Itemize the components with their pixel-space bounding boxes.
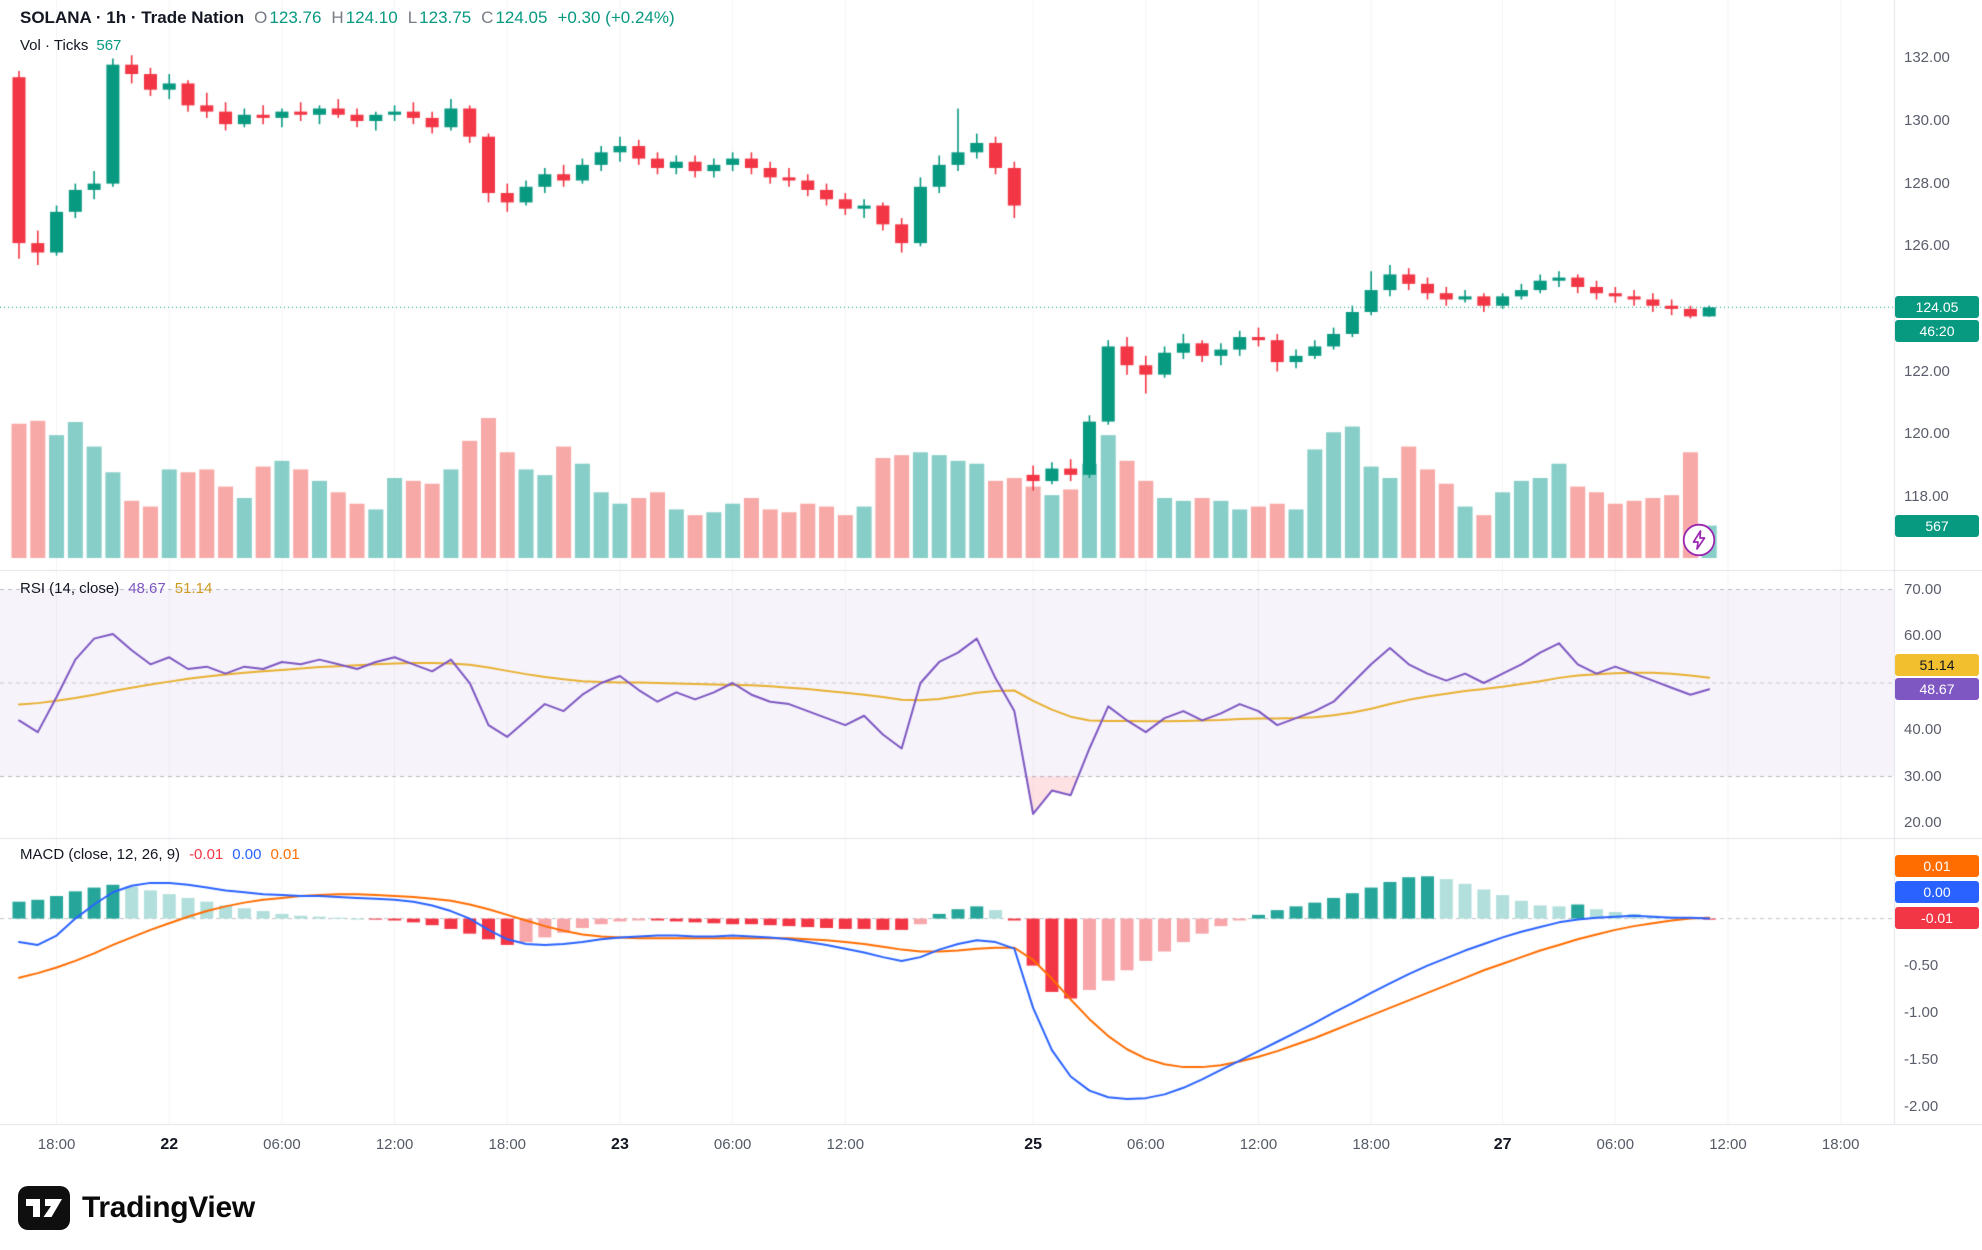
time-axis-tick: 12:00 (826, 1136, 865, 1153)
high-label: H (331, 8, 344, 27)
macd-hist-value: -0.01 (189, 846, 224, 863)
low-value: 123.75 (419, 8, 472, 27)
rsi-badge: 48.67 (1895, 678, 1979, 700)
open-label: O (254, 8, 268, 27)
close-label: C (481, 8, 494, 27)
lightning-icon (1682, 523, 1716, 557)
volume-value: 567 (96, 37, 122, 54)
macd-axis-tick: -2.00 (1904, 1097, 1939, 1115)
rsi-axis-tick: 30.00 (1904, 767, 1942, 785)
time-axis-tick: 22 (160, 1136, 179, 1153)
change-value: +0.30 (+0.24%) (557, 8, 675, 27)
footer: TradingView (18, 1186, 255, 1230)
price-axis-tick: 122.00 (1904, 362, 1950, 380)
open-pair: O 123.76 (254, 8, 321, 28)
price-axis-tick: 132.00 (1904, 49, 1950, 67)
close-pair: C 124.05 (481, 8, 547, 28)
open-value: 123.76 (269, 8, 322, 27)
macd-title[interactable]: MACD (close, 12, 26, 9) (20, 846, 181, 863)
time-axis-tick: 06:00 (713, 1136, 752, 1153)
tradingview-logo-icon[interactable] (18, 1186, 70, 1230)
tradingview-wordmark[interactable]: TradingView (82, 1191, 255, 1224)
macd-signal-badge: 0.01 (1895, 855, 1979, 877)
low-pair: L 123.75 (408, 8, 471, 28)
time-axis-tick: 25 (1024, 1136, 1043, 1153)
low-label: L (407, 8, 418, 27)
rsi-axis-tick: 60.00 (1904, 627, 1942, 645)
price-axis-tick: 128.00 (1904, 174, 1950, 192)
symbol-title[interactable]: SOLANA · 1h · Trade Nation (20, 8, 245, 27)
rsi-axis-tick: 70.00 (1904, 580, 1942, 598)
volume-badge: 567 (1895, 515, 1979, 537)
time-axis-tick: 18:00 (1821, 1136, 1860, 1153)
time-axis-tick: 12:00 (1709, 1136, 1747, 1153)
rsi-axis-tick: 20.00 (1904, 814, 1942, 832)
macd-axis-tick: -0.50 (1904, 956, 1939, 974)
rsi-axis-tick: 40.00 (1904, 720, 1942, 738)
price-axis[interactable]: 132.00 130.00 128.00 126.00 122.00 120.00 118.… (1894, 0, 1982, 1124)
macd-axis-tick: -1.50 (1904, 1050, 1939, 1068)
time-axis-tick: 18:00 (488, 1136, 527, 1153)
time-axis-tick: 18:00 (37, 1136, 76, 1153)
macd-hist-badge: -0.01 (1895, 907, 1979, 929)
rsi-ma-value: 51.14 (174, 580, 213, 597)
time-axis-tick: 06:00 (263, 1136, 301, 1153)
time-axis-tick: 23 (611, 1136, 629, 1153)
time-axis-tick: 18:00 (1352, 1136, 1390, 1153)
rsi-legend: RSI (14, close) 48.67 51.14 (20, 580, 212, 597)
rsi-title[interactable]: RSI (14, close) (20, 580, 120, 597)
volume-indicator-title[interactable]: Vol · Ticks (20, 37, 89, 54)
price-axis-tick: 130.00 (1904, 112, 1950, 130)
time-axis-tick: 27 (1493, 1136, 1512, 1153)
volume-legend: Vol · Ticks 567 (20, 37, 121, 54)
symbol-legend: SOLANA · 1h · Trade Nation O 123.76 H 124.… (20, 8, 675, 28)
time-axis-tick: 06:00 (1127, 1136, 1165, 1153)
quick-trade-button[interactable] (1682, 523, 1716, 557)
macd-axis-tick: -1.00 (1904, 1003, 1939, 1021)
bar-countdown-badge: 46:20 (1895, 320, 1979, 342)
time-axis-tick: 06:00 (1596, 1136, 1635, 1153)
rsi-value: 48.67 (128, 580, 166, 597)
macd-line-badge: 0.00 (1895, 881, 1979, 903)
close-value: 124.05 (495, 8, 548, 27)
price-axis-tick: 118.00 (1904, 487, 1949, 505)
price-axis-tick: 126.00 (1904, 237, 1950, 255)
last-price-badge: 124.05 (1895, 296, 1979, 318)
macd-legend: MACD (close, 12, 26, 9) -0.01 0.00 0.01 (20, 846, 300, 863)
rsi-ma-badge: 51.14 (1895, 654, 1979, 676)
high-value: 124.10 (345, 8, 398, 27)
macd-line-value: 0.00 (232, 846, 262, 863)
time-axis[interactable]: 18:00 22 06:00 12:00 18:00 23 06:00 12:00 25 06:0… (0, 1124, 1894, 1170)
time-axis-tick: 12:00 (375, 1136, 414, 1153)
time-axis-tick: 12:00 (1239, 1136, 1278, 1153)
high-pair: H 124.10 (331, 8, 397, 28)
price-axis-tick: 120.00 (1904, 425, 1950, 443)
macd-signal-value: 0.01 (270, 846, 300, 863)
